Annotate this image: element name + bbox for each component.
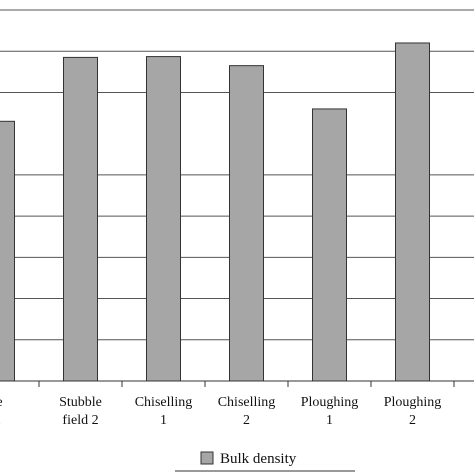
bar-4 <box>312 108 347 382</box>
legend: Bulk density <box>200 451 297 467</box>
x-tick-label-3-2: 2 <box>243 413 250 428</box>
bar-5 <box>395 42 430 382</box>
x-tick-label-0-2: 1 <box>0 413 1 428</box>
x-tick-label-0-1: le <box>0 395 3 410</box>
legend-swatch <box>200 451 214 465</box>
x-tick-label-2-1: Chiselling <box>135 395 193 410</box>
x-tick-label-5-2: 2 <box>409 413 416 428</box>
bars <box>0 42 430 382</box>
x-tick-label-4-2: 1 <box>326 413 333 428</box>
x-tick-label-5-1: Ploughing <box>384 395 442 410</box>
x-tick-labels: le 1 Stubble field 2 Chiselling 1 Chiselling 2 P… <box>0 395 442 428</box>
x-tick-label-1-2: field 2 <box>62 413 98 428</box>
x-tick-marks <box>38 381 455 387</box>
x-tick-label-4-1: Ploughing <box>301 395 359 410</box>
x-tick-label-1-1: Stubble <box>59 395 102 410</box>
x-tick-label-2-2: 1 <box>160 413 167 428</box>
bar-0 <box>0 120 15 382</box>
bar-3 <box>229 65 264 382</box>
x-tick-label-3-1: Chiselling <box>218 395 276 410</box>
legend-label: Bulk density <box>220 451 297 467</box>
bar-2 <box>146 56 181 382</box>
bar-1 <box>63 56 98 382</box>
